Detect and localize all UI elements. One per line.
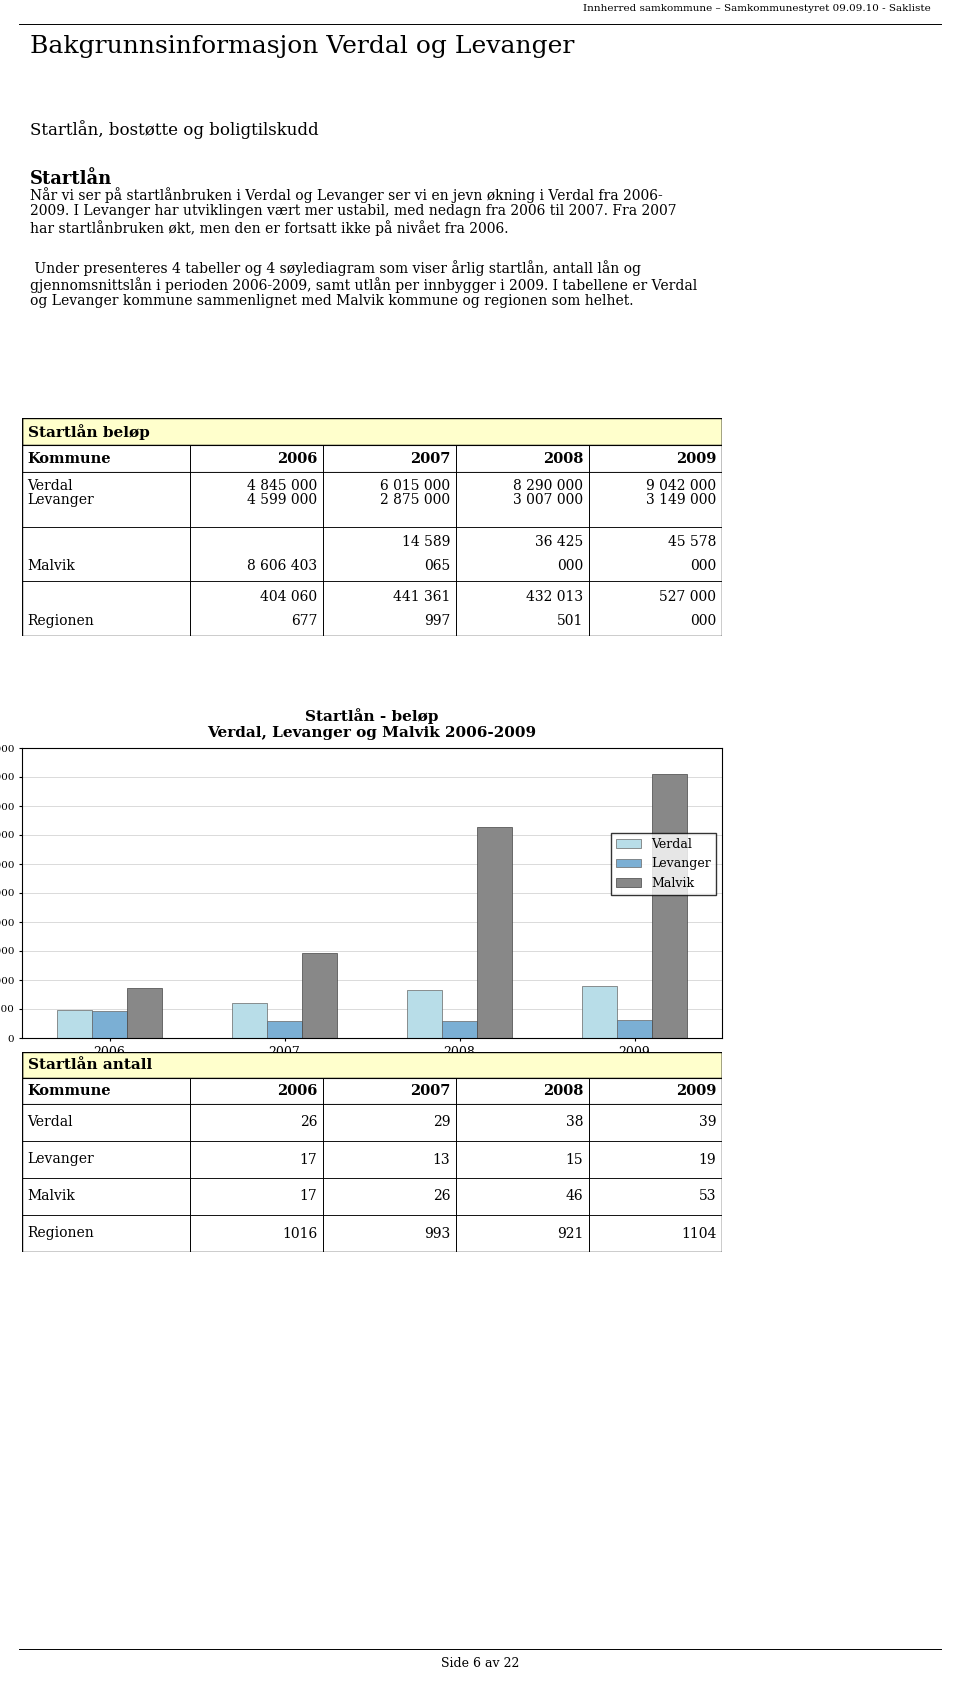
Text: Levanger: Levanger (28, 492, 94, 507)
Text: 997: 997 (424, 613, 450, 629)
Bar (22, 1051, 722, 1078)
Text: 1104: 1104 (681, 1227, 716, 1240)
Text: 4 845 000: 4 845 000 (247, 479, 318, 494)
Text: 6 015 000: 6 015 000 (380, 479, 450, 494)
Bar (22, 1178, 722, 1215)
Text: 432 013: 432 013 (526, 590, 584, 603)
Bar (267, 1021, 302, 1038)
Text: 2 875 000: 2 875 000 (380, 492, 450, 507)
Bar (22, 1215, 722, 1252)
Text: 000: 000 (557, 559, 584, 573)
Bar (22, 418, 722, 445)
Bar (22, 581, 722, 635)
Text: 17: 17 (300, 1190, 318, 1203)
Text: 2008: 2008 (543, 1083, 584, 1099)
Text: 000: 000 (690, 559, 716, 573)
Text: har startlånbruken økt, men den er fortsatt ikke på nivået fra 2006.: har startlånbruken økt, men den er forts… (30, 221, 509, 236)
Text: 501: 501 (557, 613, 584, 629)
Text: Startlån antall: Startlån antall (28, 1058, 152, 1072)
Text: Startlån beløp: Startlån beløp (28, 423, 150, 440)
Legend: Verdal, Levanger, Malvik: Verdal, Levanger, Malvik (611, 834, 716, 895)
Text: 4 599 000: 4 599 000 (248, 492, 318, 507)
Text: Malvik: Malvik (28, 559, 76, 573)
Text: 2008: 2008 (543, 452, 584, 465)
Text: Startlån: Startlån (30, 170, 112, 189)
Text: 26: 26 (300, 1115, 318, 1129)
Bar (92, 1011, 127, 1038)
Bar (22, 472, 722, 527)
Text: 2009: 2009 (676, 452, 716, 465)
Text: 2009. I Levanger har utviklingen vært mer ustabil, med nedagn fra 2006 til 2007.: 2009. I Levanger har utviklingen vært me… (30, 204, 677, 217)
Text: 19: 19 (699, 1153, 716, 1166)
Text: Levanger: Levanger (28, 1153, 94, 1166)
Bar (407, 989, 442, 1038)
Bar (22, 1141, 722, 1178)
Text: 39: 39 (699, 1115, 716, 1129)
Text: 45 578: 45 578 (668, 536, 716, 549)
Text: 8 606 403: 8 606 403 (248, 559, 318, 573)
Text: 1016: 1016 (282, 1227, 318, 1240)
Bar (22, 1104, 722, 1141)
Text: 3 149 000: 3 149 000 (646, 492, 716, 507)
Bar (652, 773, 687, 1038)
Text: Startlån, bostøtte og boligtilskudd: Startlån, bostøtte og boligtilskudd (30, 120, 319, 138)
Bar (22, 1078, 722, 1104)
Text: Side 6 av 22: Side 6 av 22 (441, 1656, 519, 1670)
Text: 2006: 2006 (277, 452, 318, 465)
Text: 36 425: 36 425 (535, 536, 584, 549)
Text: 17: 17 (300, 1153, 318, 1166)
Bar (582, 986, 617, 1038)
Text: 13: 13 (433, 1153, 450, 1166)
Text: og Levanger kommune sammenlignet med Malvik kommune og regionen som helhet.: og Levanger kommune sammenlignet med Mal… (30, 295, 634, 308)
Text: Kommune: Kommune (28, 1083, 111, 1099)
Text: Verdal: Verdal (28, 479, 73, 494)
Text: Malvik: Malvik (28, 1190, 76, 1203)
Bar (617, 1019, 652, 1038)
Text: Når vi ser på startlånbruken i Verdal og Levanger ser vi en jevn økning i Verdal: Når vi ser på startlånbruken i Verdal og… (30, 187, 662, 202)
Text: 677: 677 (291, 613, 318, 629)
Text: 441 361: 441 361 (393, 590, 450, 603)
Text: Regionen: Regionen (28, 613, 94, 629)
Text: 2006: 2006 (277, 1083, 318, 1099)
Text: 15: 15 (565, 1153, 584, 1166)
Bar (232, 1003, 267, 1038)
Bar (127, 987, 162, 1038)
Text: Bakgrunnsinformasjon Verdal og Levanger: Bakgrunnsinformasjon Verdal og Levanger (30, 35, 574, 57)
Bar (57, 1009, 92, 1038)
Text: 8 290 000: 8 290 000 (514, 479, 584, 494)
Bar (22, 445, 722, 472)
Text: Under presenteres 4 tabeller og 4 søylediagram som viser årlig startlån, antall : Under presenteres 4 tabeller og 4 søyled… (30, 259, 641, 276)
Text: 000: 000 (690, 613, 716, 629)
Text: 2007: 2007 (410, 452, 450, 465)
Text: 46: 46 (565, 1190, 584, 1203)
Text: 26: 26 (433, 1190, 450, 1203)
Text: 065: 065 (424, 559, 450, 573)
Text: 29: 29 (433, 1115, 450, 1129)
Bar (22, 527, 722, 581)
Text: Innherred samkommune – Samkommunestyret 09.09.10 - Sakliste: Innherred samkommune – Samkommunestyret … (584, 3, 931, 13)
Bar (302, 954, 337, 1038)
Text: 9 042 000: 9 042 000 (646, 479, 716, 494)
Text: Regionen: Regionen (28, 1227, 94, 1240)
Text: Verdal: Verdal (28, 1115, 73, 1129)
Text: 3 007 000: 3 007 000 (514, 492, 584, 507)
Text: Kommune: Kommune (28, 452, 111, 465)
Text: 53: 53 (699, 1190, 716, 1203)
Bar (442, 1021, 477, 1038)
Text: 2009: 2009 (676, 1083, 716, 1099)
Text: 38: 38 (565, 1115, 584, 1129)
Text: gjennomsnittslån i perioden 2006-2009, samt utlån per innbygger i 2009. I tabell: gjennomsnittslån i perioden 2006-2009, s… (30, 276, 697, 293)
Text: 2007: 2007 (410, 1083, 450, 1099)
Bar (477, 827, 512, 1038)
Text: 921: 921 (557, 1227, 584, 1240)
Title: Startlån - beløp
Verdal, Levanger og Malvik 2006-2009: Startlån - beløp Verdal, Levanger og Mal… (207, 708, 537, 740)
Text: 14 589: 14 589 (402, 536, 450, 549)
Text: 993: 993 (424, 1227, 450, 1240)
Text: 527 000: 527 000 (660, 590, 716, 603)
Bar (22, 472, 722, 500)
Text: 404 060: 404 060 (260, 590, 318, 603)
